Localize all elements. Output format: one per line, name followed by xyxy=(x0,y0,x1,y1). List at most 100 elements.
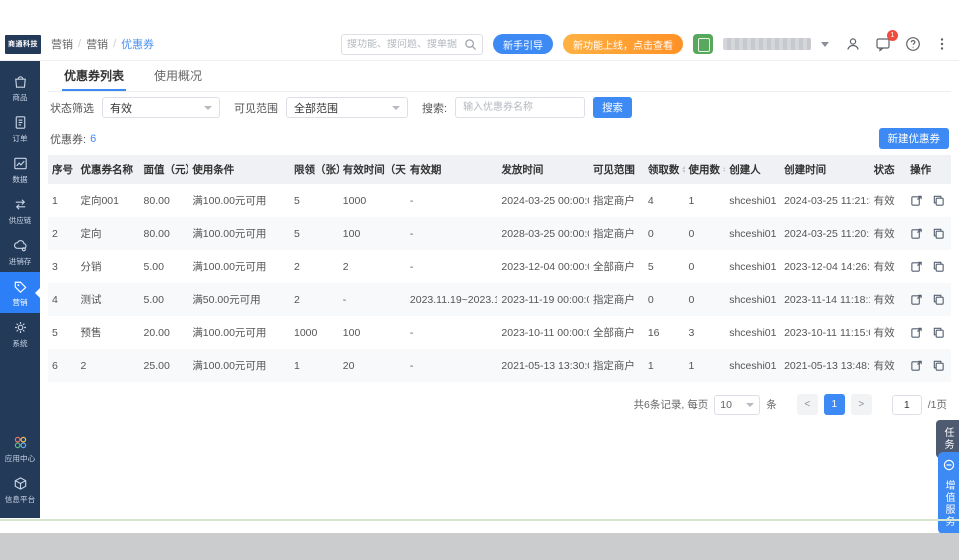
cell-creator: shceshi01 xyxy=(729,326,777,339)
table-row: 1 定向001 80.00 满100.00元可用 5 1000 - 2024-03-25 00… xyxy=(48,184,951,217)
goods-icon xyxy=(12,73,29,90)
cell-creator: shceshi01 xyxy=(729,293,777,306)
cell-condition: 满100.00元可用 xyxy=(192,228,267,240)
next-page-button[interactable]: > xyxy=(850,394,872,415)
help-icon[interactable] xyxy=(905,36,921,52)
status-select[interactable]: 有效 xyxy=(102,97,220,118)
pagination-unit: 条 xyxy=(766,399,777,411)
service-float-tab[interactable]: 增值服务 xyxy=(938,452,959,534)
table-row: 4测试5.00满50.00元可用2-2023.11.19~2023.11.252… xyxy=(48,283,951,316)
cell-created-time: 2024-03-25 11:20:18 xyxy=(784,227,870,240)
data-icon xyxy=(12,155,29,172)
column-limit: 限领（张） xyxy=(290,155,339,184)
tab-使用概况[interactable]: 使用概况 xyxy=(154,69,203,83)
column-received[interactable]: 领取数 xyxy=(643,155,685,184)
cell-index: 3 xyxy=(52,260,58,273)
cell-received: 0 xyxy=(647,227,654,240)
summary-row: 优惠券: 6 新建优惠券 xyxy=(48,122,951,155)
coupon-name-input[interactable] xyxy=(455,97,586,118)
column-label: 限领（张） xyxy=(294,164,339,176)
service-icon xyxy=(943,458,955,476)
cell-name: 2 xyxy=(80,359,87,372)
cell-index: 5 xyxy=(52,326,58,339)
new-feature-button[interactable]: 新功能上线，点击查看 xyxy=(563,34,683,54)
message-icon[interactable]: 1 xyxy=(875,30,898,52)
cell-created-time: 2024-03-25 11:21:36 xyxy=(784,194,870,207)
status-select-value: 有效 xyxy=(110,102,132,115)
copy-coupon-icon[interactable] xyxy=(932,293,945,306)
column-label: 优惠券名称 xyxy=(80,164,133,176)
prev-page-button[interactable]: < xyxy=(796,394,818,415)
sidebar-item-订单[interactable]: 订单 xyxy=(0,108,40,149)
global-search-input[interactable] xyxy=(347,38,464,50)
sidebar: 商品 订单数据供应链进销存营销 系统 应用中心 信息平台 xyxy=(0,61,40,518)
sort-icon[interactable] xyxy=(723,166,726,173)
copy-coupon-icon[interactable] xyxy=(932,359,945,372)
sidebar-item-系统[interactable]: 系统 xyxy=(0,313,40,354)
account-menu-icon[interactable] xyxy=(821,41,829,47)
column-value: 面值（元） xyxy=(139,155,189,184)
task-float-tab[interactable]: 任务 xyxy=(936,420,959,458)
copy-coupon-icon[interactable] xyxy=(932,260,945,273)
sidebar-item-label: 进销存 xyxy=(8,257,32,266)
sidebar-item-信息平台[interactable]: 信息平台 xyxy=(0,469,40,510)
cell-status: 有效 xyxy=(873,195,895,207)
search-icon[interactable] xyxy=(464,38,477,51)
cell-creator: shceshi01 xyxy=(729,260,777,273)
grant-coupon-icon[interactable] xyxy=(910,194,923,207)
scope-select[interactable]: 全部范围 xyxy=(286,97,408,118)
column-label: 面值（元） xyxy=(143,164,189,176)
cell-ops xyxy=(906,283,951,316)
tab-优惠券列表[interactable]: 优惠券列表 xyxy=(62,61,127,91)
total-pages-text: /1页 xyxy=(927,399,947,411)
column-status: 状态 xyxy=(869,155,907,184)
search-button[interactable]: 搜索 xyxy=(593,97,633,118)
page-jump-input[interactable] xyxy=(891,394,922,415)
scope-select-value: 全部范围 xyxy=(294,102,338,115)
sidebar-item-进销存[interactable]: 进销存 xyxy=(0,231,40,272)
sidebar-item-营销[interactable]: 营销 xyxy=(0,272,40,313)
sidebar-item-label: 数据 xyxy=(12,175,28,184)
grant-coupon-icon[interactable] xyxy=(910,260,923,273)
sidebar-item-供应链[interactable]: 供应链 xyxy=(0,190,40,231)
cell-index: 6 xyxy=(52,359,58,372)
cell-limit: 5 xyxy=(294,194,300,207)
copy-coupon-icon[interactable] xyxy=(932,194,945,207)
column-used[interactable]: 使用数 xyxy=(684,155,726,184)
grant-coupon-icon[interactable] xyxy=(910,359,923,372)
cell-issue-time: 2028-03-25 00:00:00 xyxy=(501,227,589,240)
cell-used: 0 xyxy=(688,260,695,273)
page-1-button[interactable]: 1 xyxy=(823,394,845,415)
grant-coupon-icon[interactable] xyxy=(910,227,923,240)
global-search[interactable] xyxy=(341,33,483,55)
avatar[interactable] xyxy=(693,34,713,54)
grant-coupon-icon[interactable] xyxy=(910,326,923,339)
page-size-select[interactable]: 10 xyxy=(714,394,761,415)
breadcrumb-item[interactable]: 优惠券 xyxy=(121,39,155,51)
column-created-time: 创建时间 xyxy=(780,155,870,184)
sidebar-item-数据[interactable]: 数据 xyxy=(0,149,40,190)
breadcrumb-item[interactable]: 营销 xyxy=(86,39,109,51)
sort-icon[interactable] xyxy=(682,166,685,173)
column-label: 序号 xyxy=(52,164,73,176)
cell-created-time: 2023-10-11 11:15:08 xyxy=(784,326,869,339)
cell-limit: 5 xyxy=(294,227,300,240)
sidebar-item-应用中心[interactable]: 应用中心 xyxy=(0,428,40,469)
more-menu-icon[interactable] xyxy=(935,36,949,52)
column-label: 发放时间 xyxy=(501,164,544,176)
newbie-guide-button[interactable]: 新手引导 xyxy=(493,34,553,54)
column-issue-time: 发放时间 xyxy=(497,155,589,184)
sidebar-item-商品[interactable]: 商品 xyxy=(0,67,40,108)
support-icon[interactable] xyxy=(845,36,861,52)
column-name: 优惠券名称 xyxy=(76,155,140,184)
grant-coupon-icon[interactable] xyxy=(910,293,923,306)
column-label: 使用条件 xyxy=(192,164,235,176)
cell-limit: 2 xyxy=(294,260,300,273)
logo: 商通科技 xyxy=(5,34,41,54)
create-coupon-button[interactable]: 新建优惠券 xyxy=(878,128,949,149)
breadcrumb-item[interactable]: 营销 xyxy=(51,39,73,51)
copy-coupon-icon[interactable] xyxy=(932,227,945,240)
column-label: 创建时间 xyxy=(784,164,827,176)
copy-coupon-icon[interactable] xyxy=(932,326,945,339)
